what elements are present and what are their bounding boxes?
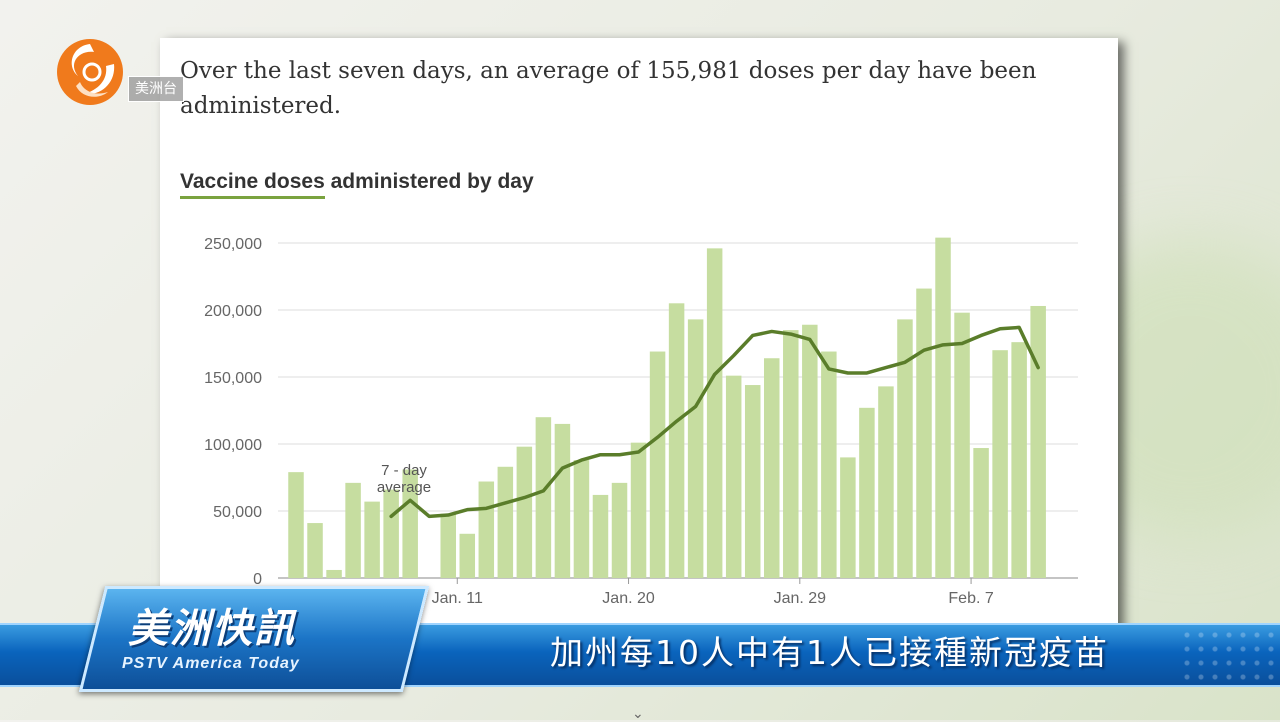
annotation-line1: 7 - day [381, 462, 427, 479]
bar [687, 319, 704, 578]
bar [744, 385, 761, 578]
bar [1030, 305, 1046, 578]
article-panel: Over the last seven days, an average of … [160, 38, 1118, 638]
phoenix-logo-icon [57, 39, 123, 105]
seven-day-average-line [389, 325, 1040, 519]
average-line [389, 325, 1040, 519]
program-badge-title: 美洲快訊 [128, 606, 296, 652]
bar [573, 460, 590, 578]
x-tick-label: Feb. 7 [948, 590, 993, 607]
bar [897, 319, 913, 578]
bar [630, 442, 647, 578]
bar [821, 351, 837, 578]
x-tick-label: Jan. 20 [602, 590, 655, 607]
ticker-pattern [1180, 628, 1280, 680]
chart-title-rest: administered by day [324, 170, 534, 193]
bar [402, 469, 418, 578]
bar [935, 237, 951, 578]
bar [992, 350, 1008, 578]
bar [459, 533, 476, 578]
bar [783, 330, 799, 578]
intro-paragraph: Over the last seven days, an average of … [180, 58, 1037, 119]
y-tick-label: 100,000 [204, 437, 262, 454]
bar [706, 248, 723, 579]
chart-title: Vaccine doses administered by day [180, 170, 534, 199]
program-badge-subtitle: PSTV America Today [122, 655, 300, 672]
bar [592, 494, 609, 578]
chart-title-underlined: Vaccine doses [180, 170, 325, 199]
annotation-line2: average [377, 479, 431, 496]
bar [364, 501, 380, 578]
bar [668, 303, 685, 578]
y-tick-label: 0 [253, 571, 262, 588]
bar [440, 513, 456, 578]
bar [497, 466, 514, 578]
bar [725, 375, 742, 578]
bar [916, 288, 932, 578]
axis-ticks: 0 50,000 100,000 150,000 200,000 250,000 Jan. … [204, 236, 994, 607]
channel-tag: 美洲台 [128, 76, 184, 102]
y-tick-label: 250,000 [204, 236, 262, 253]
bar [973, 448, 989, 578]
bar [764, 358, 780, 578]
bar [1011, 342, 1027, 578]
bar [802, 324, 818, 578]
y-tick-label: 50,000 [213, 504, 262, 521]
bar [859, 407, 875, 578]
vaccine-doses-chart: 0 50,000 100,000 150,000 200,000 250,000 Jan. … [204, 236, 1078, 607]
bar [478, 481, 495, 578]
bar [840, 457, 856, 578]
bar [307, 523, 323, 578]
news-headline: 加州每10人中有1人已接種新冠疫苗 [550, 633, 1109, 672]
bar [516, 446, 533, 578]
bar [954, 312, 970, 578]
bar [649, 351, 666, 578]
bar [535, 417, 552, 578]
bar [383, 489, 399, 578]
bar [878, 386, 894, 578]
y-tick-label: 150,000 [204, 370, 262, 387]
x-tick-label: Jan. 11 [432, 590, 483, 607]
y-tick-label: 200,000 [204, 303, 262, 320]
bar [288, 472, 304, 578]
x-tick-label: Jan. 29 [774, 590, 827, 607]
bar [554, 423, 571, 578]
bar [611, 482, 628, 578]
bar [326, 569, 342, 578]
bars [288, 237, 1046, 579]
chevron-down-icon: ⌄ [632, 706, 644, 722]
bar [345, 482, 361, 578]
